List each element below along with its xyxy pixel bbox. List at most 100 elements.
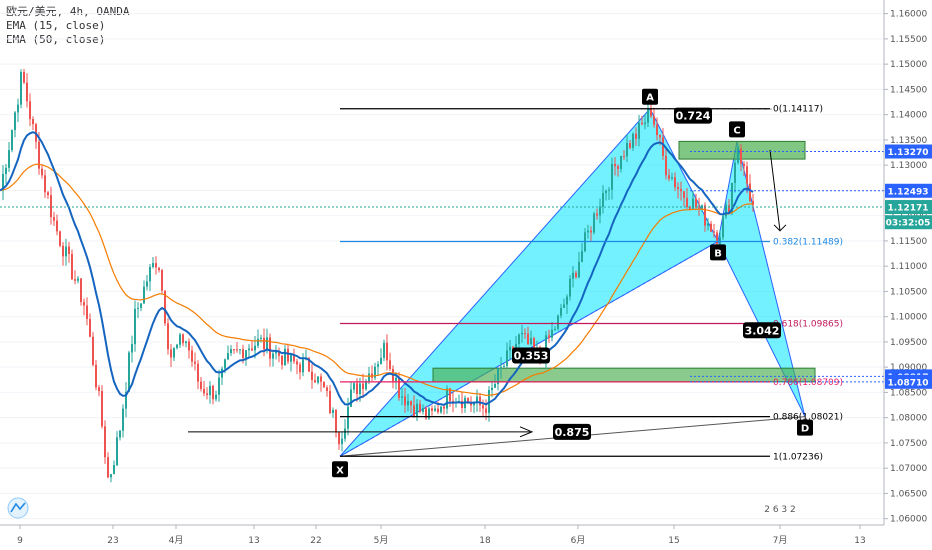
candle-body bbox=[5, 167, 7, 175]
ema50-legend: EMA (50, close) bbox=[6, 33, 106, 46]
candle-body bbox=[221, 368, 223, 378]
candle-body bbox=[413, 405, 415, 417]
candle-body bbox=[626, 143, 628, 157]
candle-body bbox=[191, 350, 193, 362]
ratio-badge: 0.353 bbox=[514, 350, 549, 363]
candle-body bbox=[404, 396, 406, 406]
candle-body bbox=[314, 380, 316, 383]
candle-body bbox=[743, 163, 745, 167]
candle-body bbox=[341, 438, 343, 445]
candle-body bbox=[326, 387, 328, 392]
candle-body bbox=[251, 348, 253, 351]
candle-body bbox=[515, 343, 517, 351]
candle-body bbox=[119, 430, 121, 438]
candle-body bbox=[230, 349, 232, 354]
candle-body bbox=[293, 354, 295, 362]
candle-body bbox=[26, 82, 28, 102]
candle-body bbox=[104, 426, 106, 458]
ratio-badge-bg bbox=[512, 347, 550, 364]
candle-body bbox=[296, 361, 298, 365]
candle-body bbox=[185, 341, 187, 344]
candle-body bbox=[311, 371, 313, 381]
candle-body bbox=[731, 182, 733, 213]
candle-body bbox=[23, 72, 25, 83]
candle-body bbox=[722, 216, 724, 238]
price-marker-badge bbox=[885, 144, 932, 159]
candle-body bbox=[419, 403, 421, 412]
tradingview-logo-icon bbox=[7, 497, 29, 519]
candle-body bbox=[11, 130, 13, 151]
candle-body bbox=[107, 457, 109, 478]
price-axis-panel bbox=[884, 0, 932, 550]
candle-body bbox=[287, 348, 289, 362]
candle-body bbox=[269, 337, 271, 359]
candle-body bbox=[353, 383, 355, 390]
price-tick-label: 1.07500 bbox=[890, 439, 927, 449]
symbol-title: 欧元/美元, 4h, OANDA bbox=[6, 5, 130, 18]
point-label: B bbox=[714, 248, 722, 259]
candle-body bbox=[473, 403, 475, 406]
support-arrow bbox=[519, 426, 534, 438]
candle-body bbox=[587, 230, 589, 233]
candle-body bbox=[746, 166, 748, 184]
candle-body bbox=[434, 408, 436, 411]
candle-body bbox=[344, 428, 346, 439]
candle-body bbox=[686, 197, 688, 208]
candle-body bbox=[41, 168, 43, 176]
price-marker-label: 03:32:05 bbox=[886, 219, 931, 229]
price-tick-label: 1.15000 bbox=[890, 60, 927, 70]
candle-body bbox=[713, 231, 715, 233]
candle-body bbox=[617, 166, 619, 169]
point-label: D bbox=[801, 424, 809, 435]
candle-body bbox=[440, 406, 442, 413]
candle-body bbox=[407, 400, 409, 406]
candle-body bbox=[164, 290, 166, 324]
candle-body bbox=[8, 150, 10, 168]
price-tick-label: 1.11500 bbox=[890, 237, 927, 247]
price-marker-badge bbox=[885, 183, 932, 198]
candle-body bbox=[659, 135, 661, 138]
candle-body bbox=[527, 333, 529, 345]
candle-body bbox=[71, 253, 73, 280]
price-tick-label: 1.10500 bbox=[890, 287, 927, 297]
candle-body bbox=[122, 408, 124, 431]
candle-body bbox=[53, 217, 55, 221]
candle-body bbox=[569, 278, 571, 297]
candle-body bbox=[389, 360, 391, 369]
candle-body bbox=[554, 328, 556, 330]
candle-body bbox=[623, 156, 625, 158]
candle-body bbox=[683, 191, 685, 198]
candle-body bbox=[218, 377, 220, 395]
price-tick-label: 1.13000 bbox=[890, 161, 927, 171]
candle-body bbox=[110, 474, 112, 478]
candle-body bbox=[74, 279, 76, 281]
price-tick-label: 1.06500 bbox=[890, 489, 927, 499]
candle-body bbox=[242, 349, 244, 358]
candle-body bbox=[338, 432, 340, 445]
candle-body bbox=[254, 345, 256, 351]
price-tick-label: 1.07000 bbox=[890, 464, 927, 474]
candle-body bbox=[2, 174, 4, 191]
candle-body bbox=[263, 337, 265, 350]
fib-level-label: 0(1.14117) bbox=[773, 105, 823, 115]
candle-body bbox=[92, 336, 94, 365]
candle-body bbox=[449, 388, 451, 401]
candle-body bbox=[575, 272, 577, 278]
candle-body bbox=[134, 308, 136, 345]
price-tick-label: 1.11000 bbox=[890, 262, 927, 272]
candle-body bbox=[548, 335, 550, 338]
candle-body bbox=[275, 350, 277, 354]
candle-body bbox=[149, 266, 151, 282]
candle-body bbox=[158, 267, 160, 271]
candle-body bbox=[188, 341, 190, 351]
candle-body bbox=[482, 405, 484, 409]
candle-body bbox=[200, 381, 202, 389]
candle-body bbox=[740, 148, 742, 164]
candle-body bbox=[728, 205, 730, 213]
candle-body bbox=[665, 155, 667, 176]
candle-body bbox=[29, 101, 31, 120]
candle-body bbox=[347, 406, 349, 429]
candle-body bbox=[323, 381, 325, 388]
candle-body bbox=[503, 365, 505, 367]
